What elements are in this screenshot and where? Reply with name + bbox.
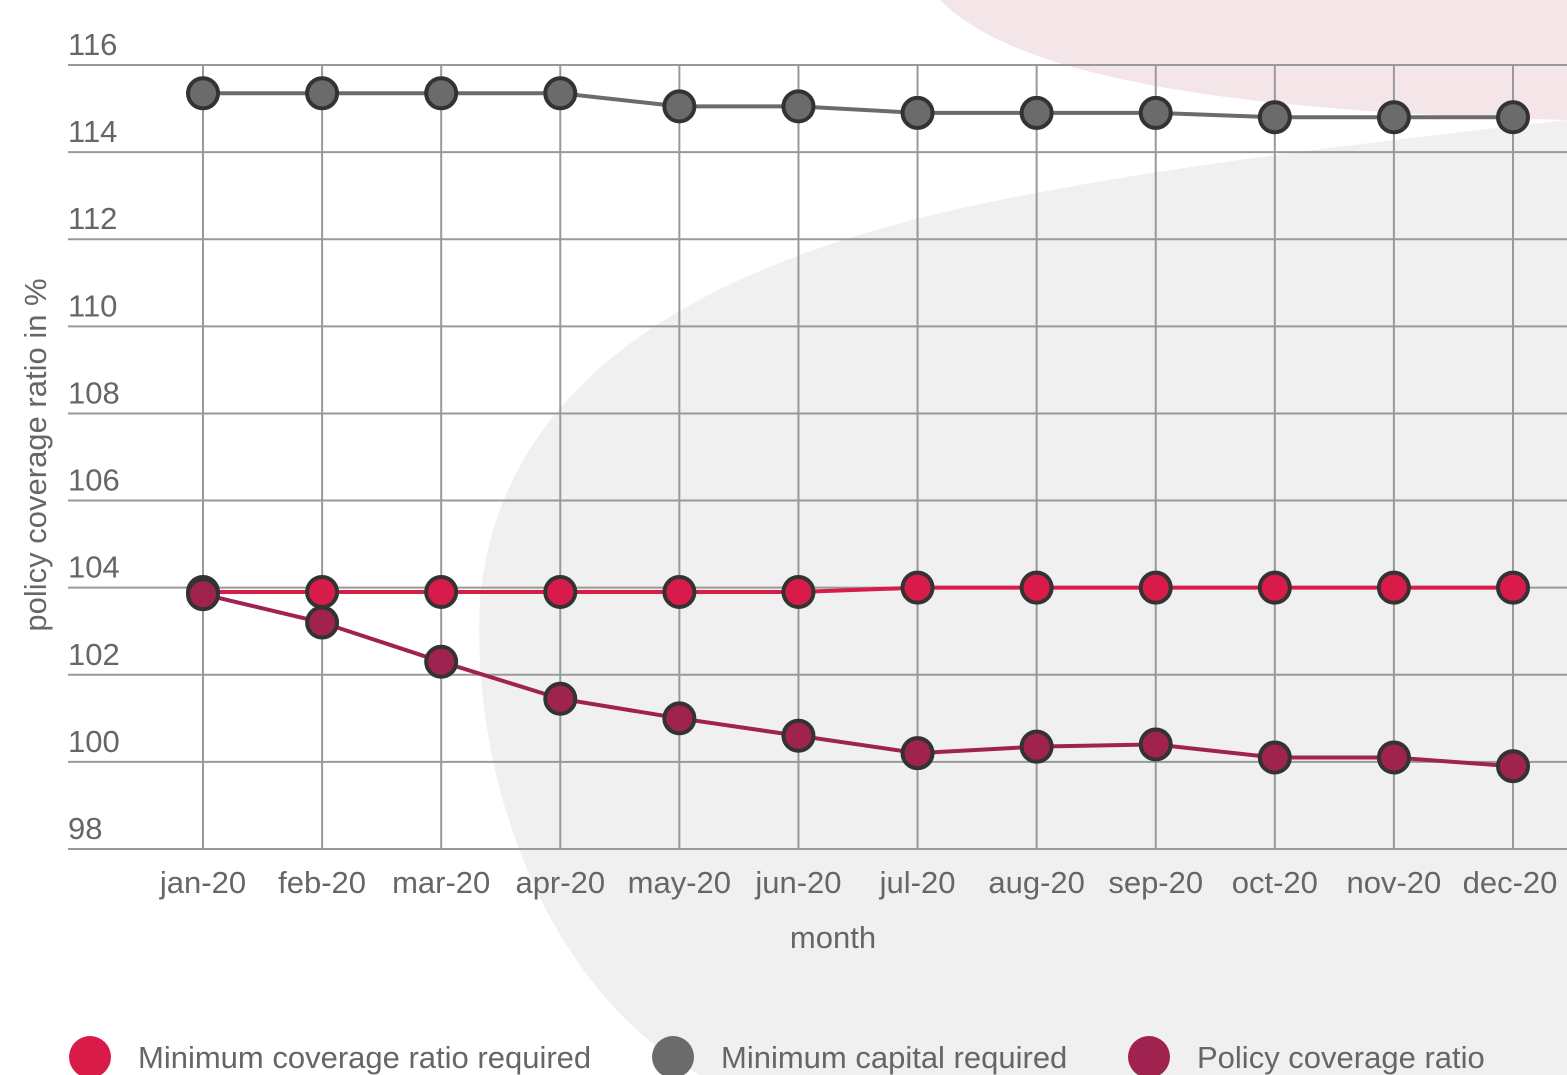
y-tick-label: 106 xyxy=(68,463,120,498)
data-point xyxy=(543,575,578,610)
data-point xyxy=(662,89,697,124)
legend-marker xyxy=(69,1036,111,1075)
data-point xyxy=(781,575,816,610)
data-point xyxy=(1019,729,1054,764)
data-point xyxy=(543,76,578,111)
y-tick-label: 100 xyxy=(68,724,120,759)
y-tick-label: 98 xyxy=(68,811,102,846)
y-axis-label: policy coverage ratio in % xyxy=(18,278,53,631)
data-point xyxy=(1376,100,1411,135)
data-point xyxy=(1496,749,1530,784)
data-point xyxy=(1496,570,1530,605)
data-point xyxy=(900,736,935,771)
legend-label: Minimum capital required xyxy=(721,1040,1067,1075)
data-point xyxy=(662,701,697,736)
data-point xyxy=(900,570,935,605)
data-point xyxy=(781,718,816,753)
x-tick-label: oct-20 xyxy=(1232,865,1318,900)
x-tick-label: sep-20 xyxy=(1108,865,1203,900)
data-point xyxy=(543,681,578,716)
data-point xyxy=(1376,570,1411,605)
legend-marker xyxy=(1128,1036,1170,1075)
x-tick-label: aug-20 xyxy=(988,865,1085,900)
y-tick-label: 110 xyxy=(68,288,117,323)
y-tick-label: 116 xyxy=(68,27,117,62)
data-point xyxy=(1376,740,1411,775)
data-point xyxy=(186,76,220,111)
data-point xyxy=(1019,95,1054,130)
data-point xyxy=(424,644,459,679)
data-point xyxy=(186,577,220,612)
y-tick-label: 114 xyxy=(68,114,117,149)
data-point xyxy=(305,605,340,640)
x-tick-label: dec-20 xyxy=(1463,865,1558,900)
data-point xyxy=(662,575,697,610)
legend-label: Policy coverage ratio xyxy=(1197,1040,1485,1075)
series-line xyxy=(203,585,1513,595)
y-tick-label: 102 xyxy=(68,637,120,672)
x-tick-label: feb-20 xyxy=(278,865,366,900)
data-point xyxy=(1257,570,1292,605)
series-line xyxy=(203,91,1513,120)
x-tick-label: apr-20 xyxy=(515,865,605,900)
data-point xyxy=(424,575,459,610)
data-point xyxy=(1257,100,1292,135)
data-point xyxy=(424,76,459,111)
data-point xyxy=(1019,570,1054,605)
y-tick-label: 104 xyxy=(68,550,120,585)
x-axis-label: month xyxy=(790,920,876,955)
x-tick-label: may-20 xyxy=(628,865,731,900)
x-tick-label: nov-20 xyxy=(1347,865,1442,900)
series-line xyxy=(202,592,1514,769)
x-tick-label: jul-20 xyxy=(879,865,956,900)
data-point xyxy=(305,76,340,111)
data-point xyxy=(900,95,935,130)
data-point xyxy=(1257,740,1292,775)
legend-label: Minimum coverage ratio required xyxy=(138,1040,591,1075)
data-point xyxy=(781,89,816,124)
y-tick-label: 112 xyxy=(68,201,117,236)
data-point xyxy=(1138,727,1173,762)
data-point xyxy=(305,575,340,610)
legend-marker xyxy=(652,1036,694,1075)
x-tick-label: jan-20 xyxy=(159,865,246,900)
x-tick-label: mar-20 xyxy=(392,865,490,900)
data-point xyxy=(1138,570,1173,605)
x-tick-label: jun-20 xyxy=(754,865,841,900)
data-point xyxy=(1138,95,1173,130)
background-swoosh xyxy=(479,0,1567,1075)
data-point xyxy=(1496,100,1530,135)
y-tick-label: 108 xyxy=(68,375,120,410)
background-accent xyxy=(940,0,1567,120)
